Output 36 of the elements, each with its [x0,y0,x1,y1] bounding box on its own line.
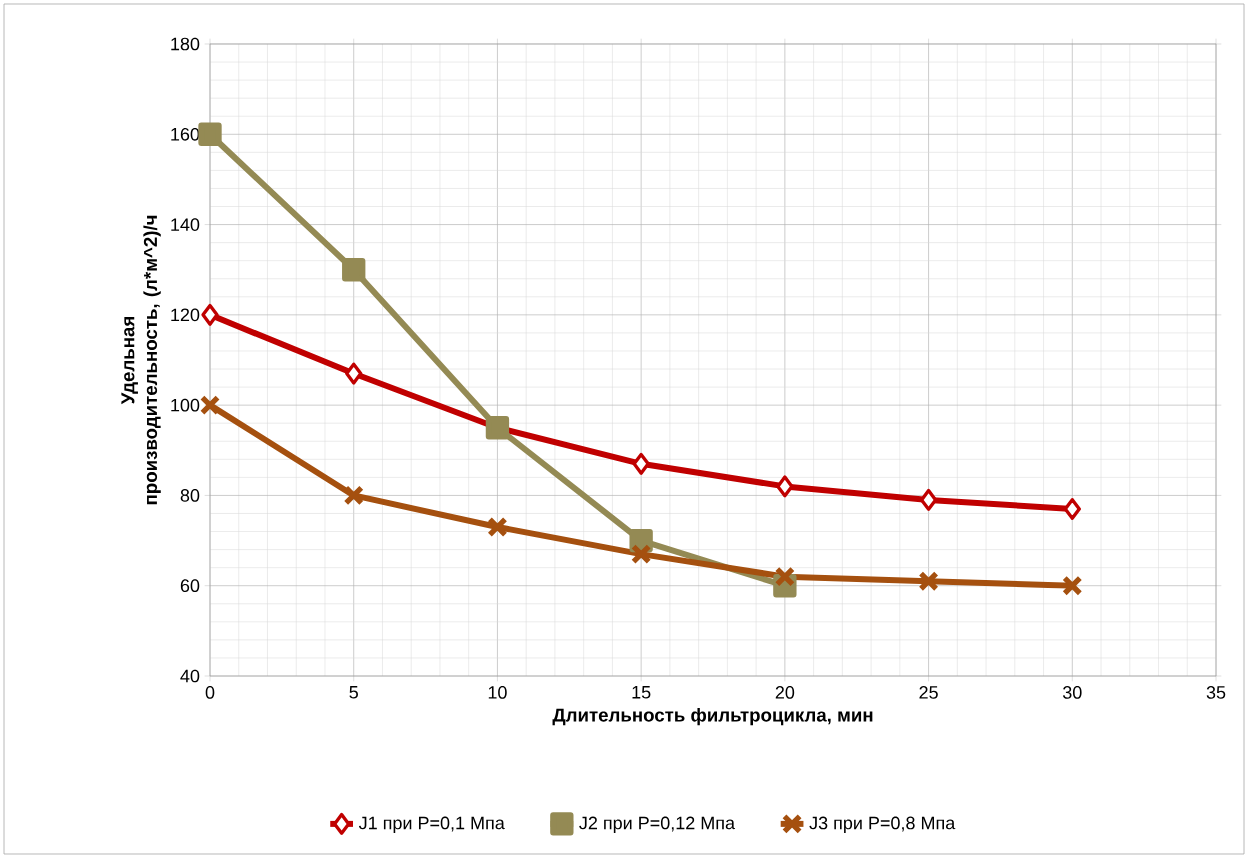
point [201,303,219,326]
legend-label: J1 при P=0,1 Мпа [358,816,505,833]
legend-label: J2 при P=0,12 Мпа [579,816,736,833]
x-tick-label: 15 [632,686,651,699]
point [343,485,364,506]
point [630,543,652,565]
y-tick-label: 100 [171,398,200,412]
y-tick-label: 180 [171,37,200,51]
point [1062,575,1083,596]
point [342,258,366,282]
point [632,452,650,475]
legend-label: J3 при P=0,8 Мпа [809,816,956,833]
point [199,394,221,416]
y-tick-label: 120 [171,308,200,322]
x-tick-label: 10 [488,686,507,699]
x-tick-label: 20 [775,686,795,699]
y-tick-label: 80 [180,489,200,502]
y-tick-label: 40 [180,669,200,683]
point [774,566,796,587]
point [487,516,508,538]
y-tick-label: 60 [180,579,200,593]
x-axis-title: Длительность фильтроцикла, мин [552,707,873,726]
point [918,570,939,592]
point [345,362,363,385]
y-axis-title: Удельная производительность, (л*м^2)/ч [121,215,161,505]
x-tick-label: 25 [919,686,938,699]
x-tick-label: 30 [1062,686,1082,699]
x-tick-label: 0 [205,686,215,699]
y-tick-label: 140 [171,218,200,231]
y-tick-label: 160 [171,127,200,141]
x-tick-label: 5 [349,686,358,699]
point [198,122,222,146]
x-tick-label: 35 [1206,686,1226,699]
point [1063,497,1081,520]
point [919,488,938,511]
point [776,475,794,498]
